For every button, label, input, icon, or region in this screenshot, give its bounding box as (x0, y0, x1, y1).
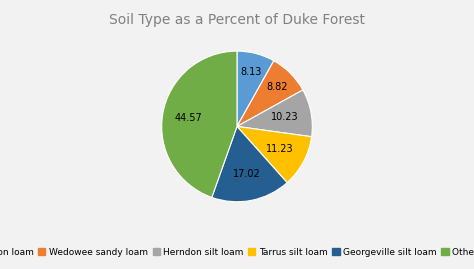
Text: 11.23: 11.23 (266, 144, 294, 154)
Text: 8.82: 8.82 (266, 82, 288, 91)
Legend: Enon loam, Wedowee sandy loam, Herndon silt loam, Tarrus silt loam, Georgeville : Enon loam, Wedowee sandy loam, Herndon s… (0, 247, 474, 257)
Text: 44.57: 44.57 (175, 113, 202, 123)
Title: Soil Type as a Percent of Duke Forest: Soil Type as a Percent of Duke Forest (109, 13, 365, 27)
Wedge shape (237, 61, 303, 126)
Text: 10.23: 10.23 (271, 112, 299, 122)
Wedge shape (237, 90, 312, 137)
Wedge shape (237, 51, 274, 126)
Wedge shape (162, 51, 237, 197)
Text: 8.13: 8.13 (241, 67, 262, 77)
Text: 17.02: 17.02 (233, 169, 260, 179)
Wedge shape (237, 126, 311, 183)
Wedge shape (212, 126, 287, 202)
